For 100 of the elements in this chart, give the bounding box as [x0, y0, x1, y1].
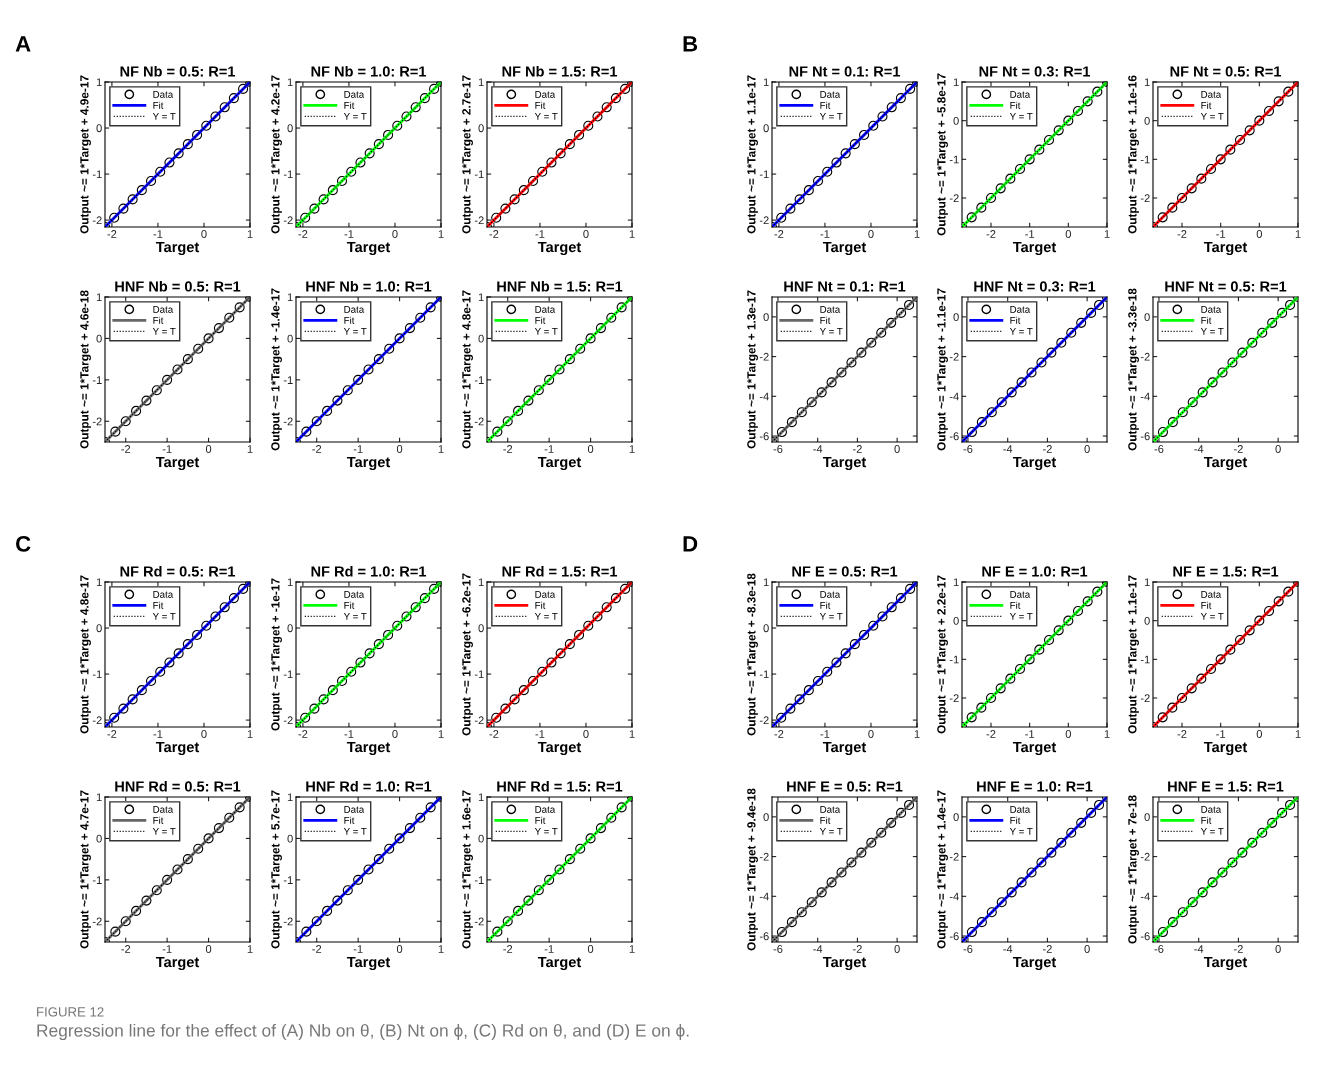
- legend-label: Data: [820, 306, 841, 313]
- legend-label: Y = T: [343, 613, 367, 620]
- x-tick-label: -2: [852, 445, 862, 453]
- x-tick-label: -2: [107, 230, 117, 238]
- x-tick-label: -1: [820, 230, 830, 238]
- legend-label: Fit: [1010, 816, 1021, 824]
- y-tick-label: 0: [763, 624, 769, 633]
- x-tick-label: -1: [344, 730, 354, 738]
- x-axis-title: Target: [1203, 742, 1248, 756]
- x-tick-label: -2: [1233, 945, 1243, 953]
- legend-label: Data: [153, 591, 174, 598]
- x-tick-label: -6: [773, 945, 783, 953]
- legend-label: Y = T: [152, 113, 176, 120]
- x-tick-label: -2: [121, 445, 131, 453]
- y-tick-label: 1: [287, 78, 293, 87]
- x-tick-label: -1: [820, 730, 830, 738]
- x-tick-label: -2: [1233, 445, 1243, 453]
- y-tick-label: -4: [949, 392, 959, 401]
- chart-title: HNF Rd = 0.5: R=1: [115, 780, 241, 792]
- legend-label: Y = T: [1009, 113, 1033, 120]
- x-tick-label: 0: [1256, 230, 1262, 238]
- legend-label: Data: [820, 591, 841, 598]
- x-axis-title: Target: [1012, 957, 1057, 971]
- x-tick-label: 1: [629, 445, 635, 453]
- legend-label: Y = T: [1009, 328, 1033, 335]
- x-tick-label: 0: [1256, 730, 1262, 738]
- y-tick-label: -2: [759, 716, 769, 725]
- x-tick-label: -2: [986, 730, 996, 738]
- y-tick-label: -2: [759, 216, 769, 225]
- y-tick-label: 1: [287, 293, 293, 302]
- y-tick-label: -4: [949, 892, 959, 901]
- legend-label: Y = T: [534, 828, 558, 835]
- y-tick-label: 1: [478, 293, 484, 302]
- chart-title: HNF E = 1.5: R=1: [1168, 781, 1284, 792]
- x-tick-label: -4: [813, 945, 823, 953]
- y-tick-label: -1: [92, 376, 102, 384]
- y-axis-title: Output ~= 1*Target + -8.3e-18: [747, 573, 758, 736]
- x-tick-label: -6: [963, 445, 973, 453]
- y-tick-label: -2: [949, 694, 959, 703]
- x-tick-label: 1: [914, 230, 920, 238]
- x-tick-label: -2: [503, 945, 513, 953]
- legend-label: Fit: [535, 601, 546, 609]
- legend-label: Fit: [535, 101, 546, 109]
- y-tick-label: -2: [474, 417, 484, 426]
- x-tick-label: -2: [312, 945, 322, 953]
- chart-title: HNF E = 0.5: R=1: [787, 781, 903, 792]
- x-tick-label: 0: [894, 945, 900, 953]
- y-tick-label: -1: [283, 876, 293, 884]
- y-axis-title: Output ~= 1*Target + 4.8e-17: [462, 290, 473, 449]
- y-tick-label: -1: [474, 670, 484, 679]
- y-tick-label: -6: [949, 432, 959, 441]
- x-axis-title: Target: [537, 957, 582, 971]
- x-axis-title: Target: [1203, 957, 1248, 971]
- y-tick-label: -1: [759, 170, 769, 179]
- chart-title: HNF E = 1.0: R=1: [977, 781, 1093, 792]
- legend-label: Y = T: [1200, 113, 1224, 120]
- chart-title: NF Nt = 0.5: R=1: [1170, 66, 1282, 77]
- x-tick-label: 0: [392, 230, 398, 238]
- x-tick-label: -1: [535, 230, 545, 238]
- y-axis-title: Output ~= 1*Target + 4.6e-18: [80, 290, 91, 449]
- chart-title: HNF Nb = 1.0: R=1: [306, 280, 432, 292]
- chart-title: NF Nt = 0.1: R=1: [789, 66, 901, 77]
- y-axis-title: Output ~= 1*Target + 4.8e-17: [80, 575, 91, 734]
- x-tick-label: 0: [1065, 730, 1071, 738]
- x-tick-label: 1: [629, 945, 635, 953]
- x-axis-title: Target: [346, 957, 391, 971]
- legend-label: Data: [1201, 591, 1222, 598]
- x-tick-label: -6: [773, 445, 783, 453]
- x-axis-title: Target: [155, 242, 200, 256]
- x-tick-label: 0: [205, 445, 212, 453]
- x-tick-label: -2: [1177, 230, 1187, 238]
- y-tick-label: -1: [474, 376, 484, 384]
- y-tick-label: -1: [92, 670, 102, 679]
- y-tick-label: -2: [949, 852, 959, 861]
- y-tick-label: -1: [759, 670, 769, 679]
- x-tick-label: -4: [1194, 445, 1204, 453]
- x-axis-title: Target: [1203, 242, 1248, 256]
- x-tick-label: -1: [1216, 730, 1226, 738]
- x-tick-label: -2: [489, 230, 499, 238]
- x-tick-label: 1: [438, 945, 444, 953]
- x-tick-label: -2: [121, 945, 131, 953]
- chart-title: NF Rd = 1.0: R=1: [311, 565, 427, 577]
- y-tick-label: 1: [1144, 78, 1150, 87]
- legend-label: Y = T: [1009, 613, 1033, 620]
- y-tick-label: -1: [474, 876, 484, 884]
- x-tick-label: 1: [629, 730, 635, 738]
- y-tick-label: -1: [474, 170, 484, 179]
- x-tick-label: 1: [247, 445, 253, 453]
- legend-label: Fit: [1010, 316, 1021, 324]
- x-tick-label: -2: [774, 230, 784, 238]
- y-tick-label: -6: [759, 432, 769, 441]
- x-tick-label: -4: [1003, 445, 1013, 453]
- y-tick-label: 0: [478, 124, 484, 133]
- legend-label: Data: [535, 91, 556, 98]
- legend-label: Data: [344, 306, 365, 313]
- y-axis-title: Output ~= 1*Target + 1.1e-17: [1128, 575, 1139, 734]
- x-axis-title: Target: [155, 457, 200, 471]
- y-tick-label: -2: [949, 194, 959, 203]
- legend-label: Y = T: [819, 113, 843, 120]
- y-tick-label: -6: [1140, 932, 1150, 941]
